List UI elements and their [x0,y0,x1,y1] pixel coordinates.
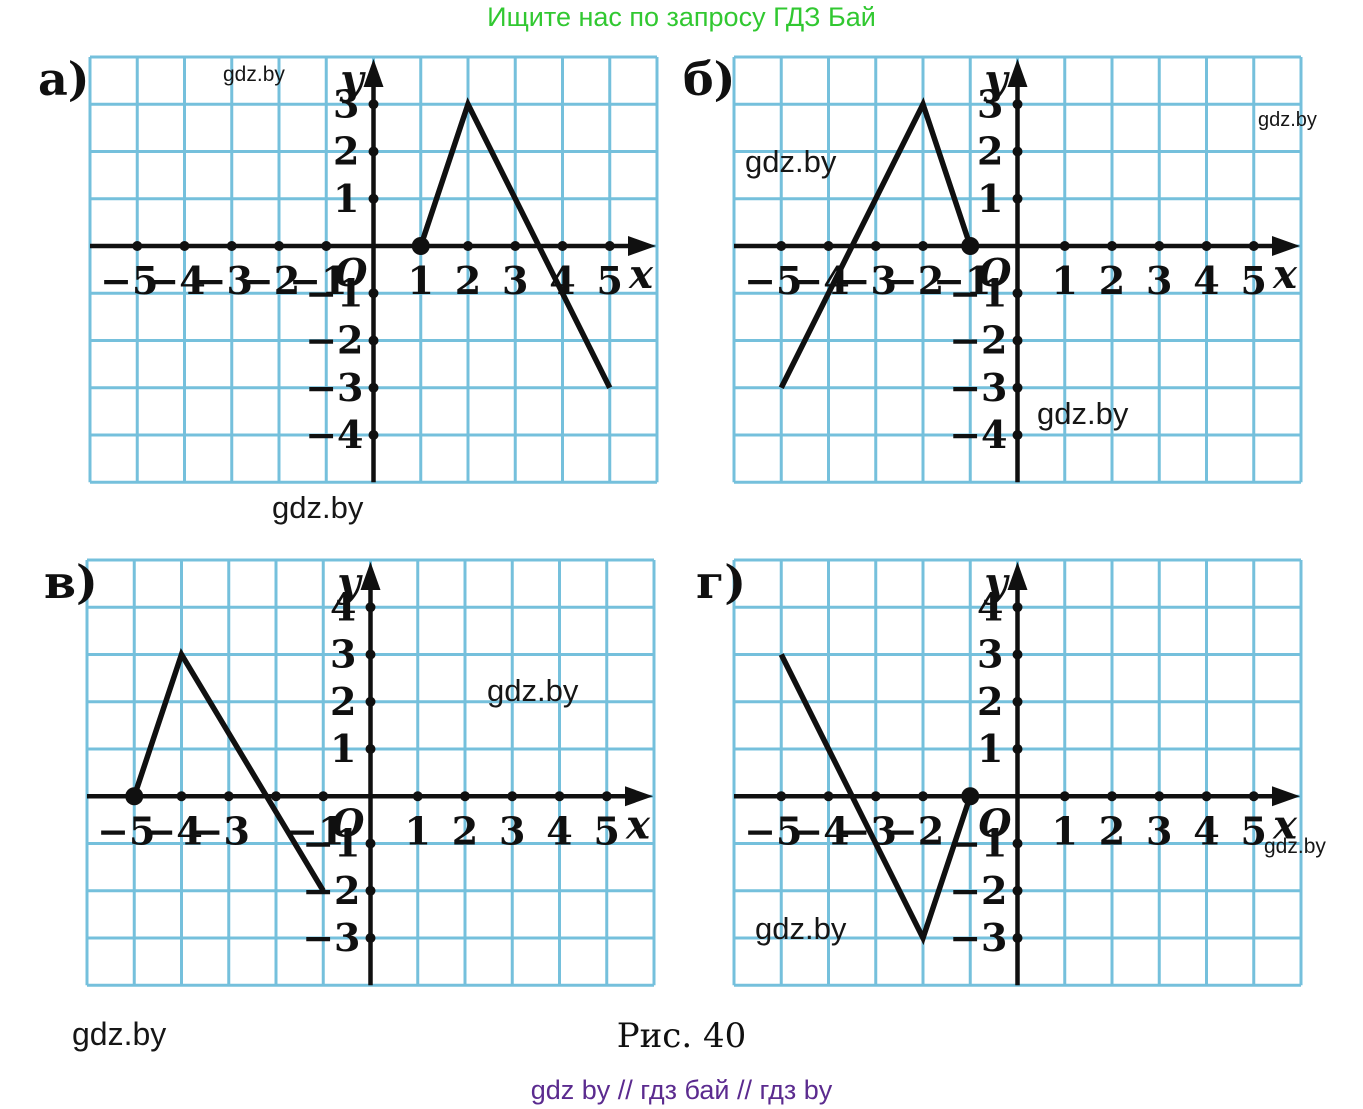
panel-label-a: а) [38,52,90,106]
svg-text:1: 1 [1052,808,1078,853]
svg-text:y: y [336,559,363,606]
svg-text:3: 3 [499,808,525,853]
svg-text:3: 3 [1146,808,1172,853]
svg-text:−3: −3 [949,915,1007,960]
svg-text:−1: −1 [305,270,363,315]
svg-text:1: 1 [977,726,1003,771]
svg-text:x: x [628,251,654,298]
panel-label-b: б) [683,52,736,106]
watermark-gdzby: gdz.by [1258,109,1317,131]
svg-text:3: 3 [502,258,528,303]
svg-text:−3: −3 [949,365,1007,410]
svg-text:3: 3 [330,632,356,677]
footer-links: gdz by // гдз бай // гдз by [530,1075,833,1105]
svg-text:−3: −3 [305,365,363,410]
svg-text:−2: −2 [886,808,944,853]
svg-text:x: x [1272,801,1298,848]
svg-text:3: 3 [977,81,1003,126]
svg-text:x: x [1272,251,1298,298]
svg-text:4: 4 [977,584,1003,629]
svg-text:−2: −2 [949,868,1007,913]
svg-text:3: 3 [977,632,1003,677]
svg-text:−4: −4 [949,412,1007,457]
svg-text:−3: −3 [192,808,250,853]
svg-text:2: 2 [1099,258,1125,303]
svg-text:−5: −5 [97,808,155,853]
svg-text:1: 1 [977,176,1003,221]
svg-text:O: O [331,800,364,845]
svg-text:O: O [334,250,367,295]
svg-text:−5: −5 [744,808,802,853]
watermark-gdzby: gdz.by [223,63,285,86]
watermark-gdzby: gdz.by [1264,835,1326,858]
svg-text:−3: −3 [302,915,360,960]
svg-text:−1: −1 [933,258,991,303]
svg-text:−5: −5 [100,258,158,303]
svg-text:y: y [983,56,1010,103]
panel-label-v: в) [44,555,98,609]
svg-text:−4: −4 [791,808,849,853]
svg-text:y: y [983,559,1010,606]
svg-text:1: 1 [405,808,431,853]
svg-text:−1: −1 [289,258,347,303]
watermark-gdzby: gdz.by [72,1016,167,1052]
svg-text:2: 2 [330,679,356,724]
watermark-gdzby: gdz.by [1037,396,1129,431]
svg-text:4: 4 [1193,258,1219,303]
svg-text:O: O [978,250,1011,295]
svg-text:1: 1 [1052,258,1078,303]
svg-text:1: 1 [333,176,359,221]
svg-text:O: O [978,800,1011,845]
svg-text:−2: −2 [305,318,363,363]
svg-text:4: 4 [1193,808,1219,853]
watermark-gdzby: gdz.by [272,490,364,525]
svg-text:−5: −5 [744,258,802,303]
svg-text:−3: −3 [839,258,897,303]
svg-text:3: 3 [333,81,359,126]
svg-text:−4: −4 [144,808,202,853]
svg-text:−4: −4 [305,412,363,457]
watermark-gdzby: gdz.by [487,673,579,708]
svg-text:y: y [339,56,366,103]
figure-caption: Рис. 40 [616,1016,747,1056]
svg-text:−4: −4 [147,258,205,303]
svg-text:−2: −2 [242,258,300,303]
svg-text:4: 4 [546,808,572,853]
svg-text:2: 2 [452,808,478,853]
panel-label-g: г) [696,555,746,609]
svg-text:3: 3 [1146,258,1172,303]
watermark-gdzby: gdz.by [755,911,847,946]
svg-text:5: 5 [1241,258,1267,303]
svg-text:2: 2 [977,129,1003,174]
svg-text:−1: −1 [949,270,1007,315]
svg-text:−2: −2 [949,318,1007,363]
svg-text:−1: −1 [302,821,360,866]
svg-text:1: 1 [408,258,434,303]
svg-text:5: 5 [597,258,623,303]
svg-text:−2: −2 [886,258,944,303]
svg-text:5: 5 [594,808,620,853]
promo-banner: Ищите нас по запросу ГДЗ Бай [487,2,876,32]
svg-text:2: 2 [333,129,359,174]
svg-text:2: 2 [977,679,1003,724]
svg-text:1: 1 [330,726,356,771]
watermark-gdzby: gdz.by [745,144,837,179]
svg-text:x: x [625,801,651,848]
svg-text:−3: −3 [195,258,253,303]
svg-text:2: 2 [1099,808,1125,853]
svg-text:2: 2 [455,258,481,303]
svg-text:4: 4 [330,584,356,629]
svg-text:5: 5 [1241,808,1267,853]
